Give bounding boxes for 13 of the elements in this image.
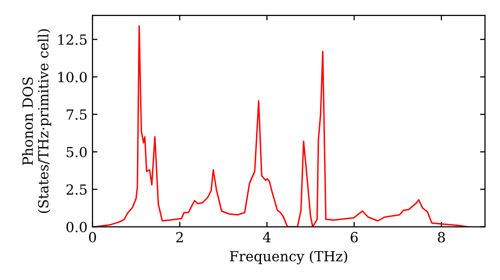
x-tick-label: 8 bbox=[438, 232, 445, 242]
x-tick-label: 4 bbox=[262, 232, 271, 242]
y-tick-label: 12.5 bbox=[58, 34, 87, 45]
y-tick-label: 2.5 bbox=[66, 184, 87, 195]
x-tick-label: 2 bbox=[176, 232, 183, 242]
y-tick-label: 7.5 bbox=[66, 110, 87, 120]
y-tick-label: 10.0 bbox=[58, 72, 87, 82]
x-tick-label: 6 bbox=[350, 232, 358, 242]
x-tick-label: 0 bbox=[88, 232, 96, 242]
x-axis-title: Frequency (THz) bbox=[230, 250, 348, 264]
y-tick-label: 0.0 bbox=[66, 222, 87, 232]
y-axis-title: Phonon DOS (States/THz·primitive cell) bbox=[22, 29, 52, 213]
y-tick-label: 5.0 bbox=[66, 146, 87, 158]
